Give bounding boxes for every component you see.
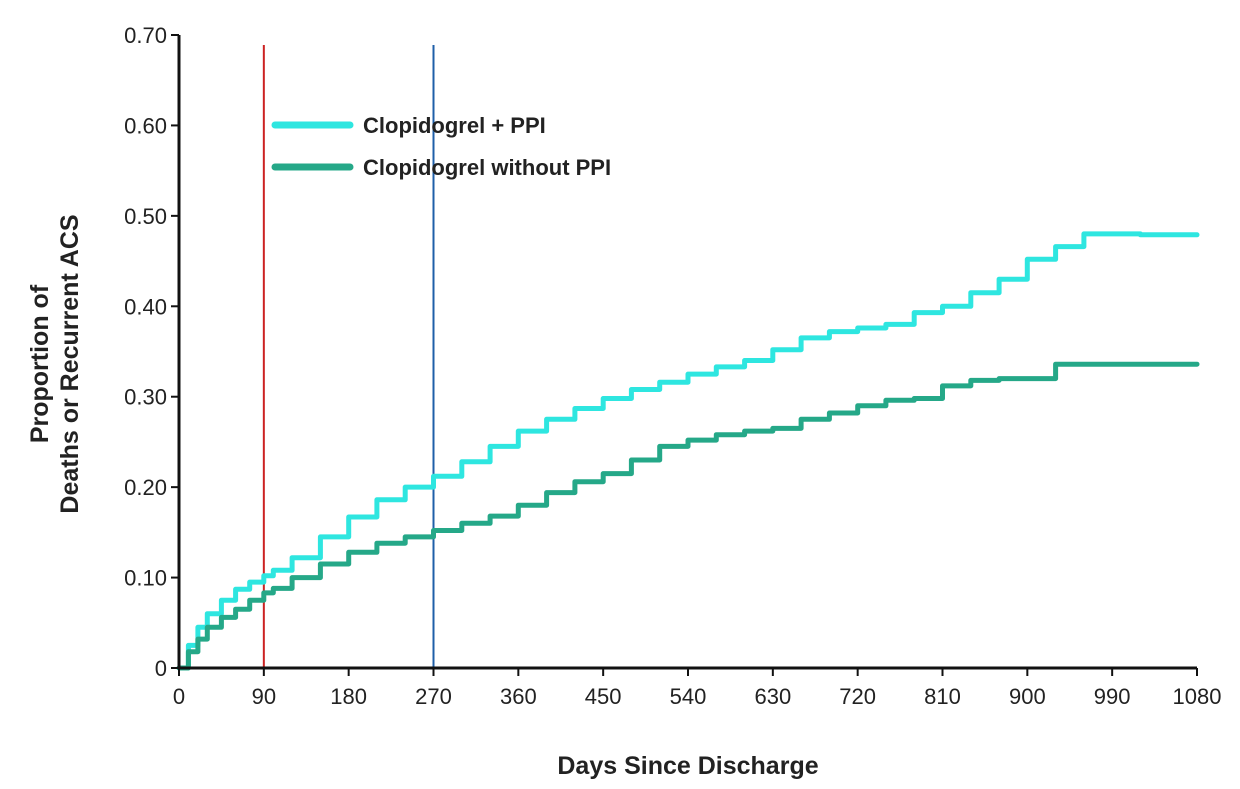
- reference-lines: [262, 45, 435, 668]
- y-axis-title: Proportion of Deaths or Recurrent ACS: [26, 214, 84, 513]
- x-tick-label: 450: [585, 684, 622, 709]
- y-tick-label: 0.20: [124, 475, 167, 500]
- x-tick-label: 180: [330, 684, 367, 709]
- y-ticks: 0 0.10 0.20 0.30 0.40 0.50 0.60 0.70: [124, 23, 179, 681]
- y-axis-title-line2: Deaths or Recurrent ACS: [56, 214, 84, 513]
- x-axis-title: Days Since Discharge: [557, 752, 818, 780]
- x-tick-label: 360: [500, 684, 537, 709]
- x-tick-label: 0: [173, 684, 185, 709]
- x-tick-label: 990: [1094, 684, 1131, 709]
- series-line-2: [176, 361, 1200, 671]
- y-tick-label: 0.40: [124, 294, 167, 319]
- x-tick-label: 900: [1009, 684, 1046, 709]
- y-tick-label: 0.70: [124, 23, 167, 48]
- legend-label-2: Clopidogrel without PPI: [363, 155, 611, 180]
- y-tick-label: 0: [155, 656, 167, 681]
- y-tick-label: 0.30: [124, 385, 167, 410]
- y-axis-title-line1: Proportion of: [26, 284, 54, 443]
- axes: [177, 35, 1197, 670]
- x-tick-label: 1080: [1173, 684, 1222, 709]
- x-tick-label: 810: [924, 684, 961, 709]
- x-tick-label: 540: [670, 684, 707, 709]
- x-ticks: 0 90 180 270 360 450 540 630 720 810 900 990 1080: [173, 668, 1222, 709]
- legend: Clopidogrel + PPI Clopidogrel without PPI: [271, 113, 611, 180]
- y-tick-label: 0.60: [124, 113, 167, 138]
- series-layer: [176, 231, 1200, 671]
- x-tick-label: 90: [252, 684, 276, 709]
- x-tick-label: 630: [754, 684, 791, 709]
- y-tick-label: 0.50: [124, 204, 167, 229]
- series-line-1: [176, 231, 1200, 671]
- x-tick-label: 720: [839, 684, 876, 709]
- y-tick-label: 0.10: [124, 566, 167, 591]
- x-tick-label: 270: [415, 684, 452, 709]
- legend-label-1: Clopidogrel + PPI: [363, 113, 546, 138]
